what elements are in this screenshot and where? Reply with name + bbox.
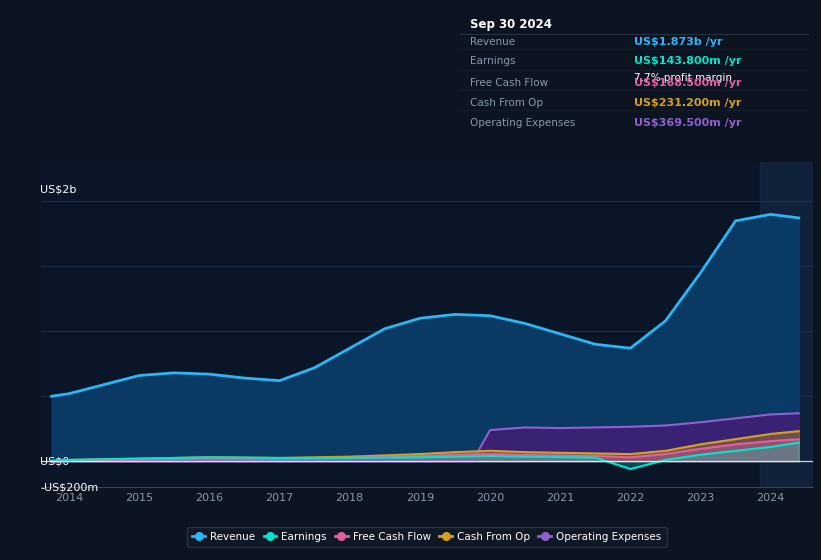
Text: -US$200m: -US$200m <box>40 482 99 492</box>
Text: Sep 30 2024: Sep 30 2024 <box>470 18 553 31</box>
Text: US$369.500m /yr: US$369.500m /yr <box>635 118 741 128</box>
Text: US$0: US$0 <box>40 456 70 466</box>
Text: Free Cash Flow: Free Cash Flow <box>470 78 548 87</box>
Text: Cash From Op: Cash From Op <box>470 97 544 108</box>
Bar <box>760 162 813 487</box>
Text: US$2b: US$2b <box>40 185 76 195</box>
Text: US$168.500m /yr: US$168.500m /yr <box>635 78 741 87</box>
Text: US$231.200m /yr: US$231.200m /yr <box>635 97 741 108</box>
Legend: Revenue, Earnings, Free Cash Flow, Cash From Op, Operating Expenses: Revenue, Earnings, Free Cash Flow, Cash … <box>187 526 667 547</box>
Text: Revenue: Revenue <box>470 37 516 47</box>
Text: Operating Expenses: Operating Expenses <box>470 118 576 128</box>
Text: 7.7% profit margin: 7.7% profit margin <box>635 73 732 83</box>
Text: Earnings: Earnings <box>470 56 516 66</box>
Text: US$143.800m /yr: US$143.800m /yr <box>635 56 741 66</box>
Text: US$1.873b /yr: US$1.873b /yr <box>635 37 722 47</box>
